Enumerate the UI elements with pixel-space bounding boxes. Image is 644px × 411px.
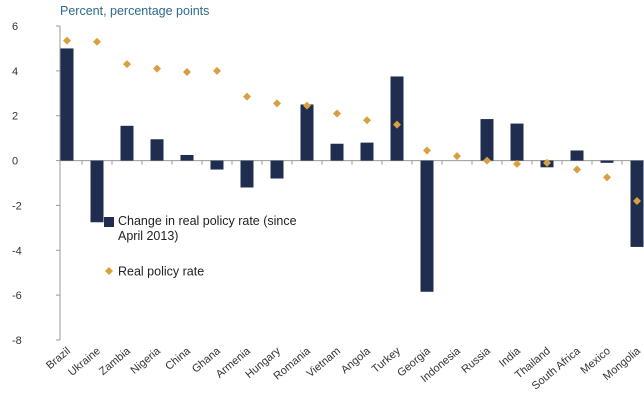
x-tick-label: Vietnam (304, 345, 342, 380)
point (603, 173, 611, 182)
point (513, 159, 521, 168)
point (93, 37, 101, 46)
point (393, 120, 401, 129)
y-tick-label: 4 (12, 66, 18, 78)
point (153, 64, 161, 73)
y-tick-label: -8 (12, 335, 22, 347)
bar (300, 104, 314, 161)
bar (570, 150, 584, 161)
x-tick-label: Zambia (97, 345, 133, 378)
point (183, 67, 191, 76)
bar (240, 160, 254, 188)
y-tick-label: 0 (12, 156, 18, 168)
point (423, 146, 431, 155)
point (213, 66, 221, 75)
y-tick-label: -6 (12, 290, 22, 302)
bar (90, 160, 104, 223)
bar (420, 160, 434, 292)
bar (270, 160, 284, 179)
y-tick-label: 2 (12, 111, 18, 123)
legend-swatch (104, 217, 114, 227)
y-tick-label: -2 (12, 200, 22, 212)
bar (360, 142, 374, 161)
point (543, 158, 551, 167)
y-tick-label: -4 (12, 245, 22, 257)
x-tick-label: China (163, 345, 193, 373)
x-tick-label: Russia (459, 345, 493, 376)
legend-label: Change in real policy rate (since April … (118, 214, 297, 243)
point (123, 60, 131, 69)
x-tick-label: Nigeria (129, 345, 164, 377)
bar (210, 160, 224, 170)
point (363, 116, 371, 125)
point (243, 92, 251, 101)
bar (60, 48, 74, 161)
bar (480, 119, 494, 161)
legend-text: Change in real policy rate (since April … (118, 214, 297, 243)
bar (120, 125, 134, 161)
x-tick-label: Ukraine (66, 345, 103, 379)
point (63, 36, 71, 45)
bar (150, 139, 164, 161)
legend-swatch (105, 267, 113, 275)
legend-label: Real policy rate (118, 265, 204, 279)
bar (390, 76, 404, 161)
point (303, 101, 311, 110)
bar (510, 123, 524, 161)
bar (600, 160, 614, 163)
point (633, 196, 641, 205)
point (453, 152, 461, 161)
point (573, 165, 581, 174)
bar (330, 143, 344, 161)
y-tick-label: 6 (12, 21, 18, 33)
y-axis-label: Percent, percentage points (60, 4, 209, 18)
x-tick-label: Angola (339, 345, 374, 377)
bar (180, 154, 194, 161)
point (483, 156, 491, 165)
point (273, 99, 281, 108)
point (333, 109, 341, 118)
